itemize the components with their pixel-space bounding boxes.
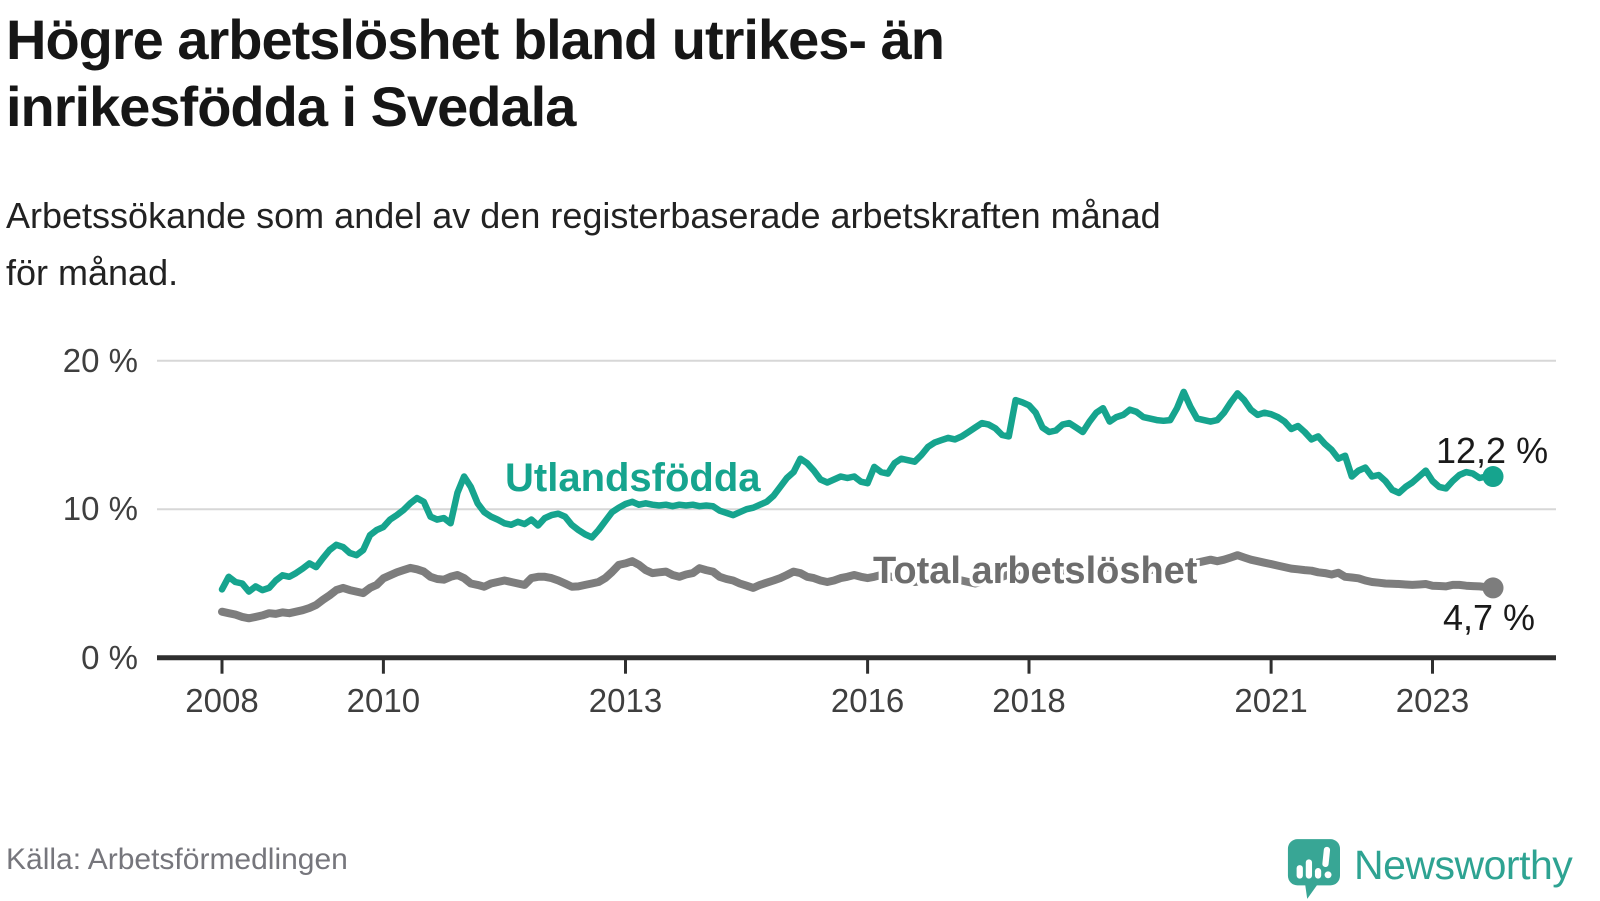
y-axis-label-10: 10 % [62,490,138,528]
page-title-line2: inrikesfödda i Svedala [6,75,576,138]
x-axis-label-2023: 2023 [1395,682,1470,719]
end-value-total: 4,7 % [1443,597,1536,638]
end-value-utlandsfodda: 12,2 % [1436,430,1549,471]
x-axis-label-2008: 2008 [185,682,259,719]
source-note: Källa: Arbetsförmedlingen [6,843,348,876]
x-axis-label-2018: 2018 [992,682,1066,719]
brand-logo-link[interactable]: Newsworthy [1286,837,1573,901]
x-axis-label-2013: 2013 [588,682,663,719]
x-axis-label-2010: 2010 [346,682,421,719]
x-axis-label-2021: 2021 [1234,682,1308,719]
chart-subtitle-line2: för månad. [6,252,179,293]
brand-wordmark: Newsworthy [1354,842,1573,888]
end-dot-total [1482,577,1504,599]
end-dot-utlandsfodda [1482,466,1504,488]
x-axis-label-2016: 2016 [830,682,905,719]
series-line-utlandsfodda [218,388,1497,595]
series-label-total-arbetsloshet: Total arbetslöshet [873,550,1198,592]
series-line-total [218,551,1497,623]
y-axis-label-20: 20 % [62,341,138,379]
chart-subtitle-line1: Arbetssökande som andel av den registerb… [6,195,1161,236]
page-title: Högre arbetslöshet bland utrikes- än inr… [6,6,1406,140]
series-label-utlandsfodda: Utlandsfödda [505,456,761,500]
y-axis-label-0: 0 % [81,638,138,676]
speech-bubble-chart-icon [1286,837,1340,901]
chart-subtitle: Arbetssökande som andel av den registerb… [6,187,1566,301]
page-title-line1: Högre arbetslöshet bland utrikes- än [6,8,945,71]
